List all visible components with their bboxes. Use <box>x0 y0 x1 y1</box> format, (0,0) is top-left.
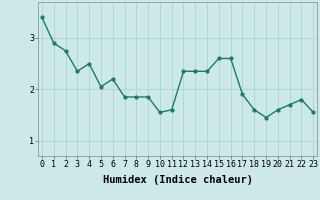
X-axis label: Humidex (Indice chaleur): Humidex (Indice chaleur) <box>103 175 252 185</box>
